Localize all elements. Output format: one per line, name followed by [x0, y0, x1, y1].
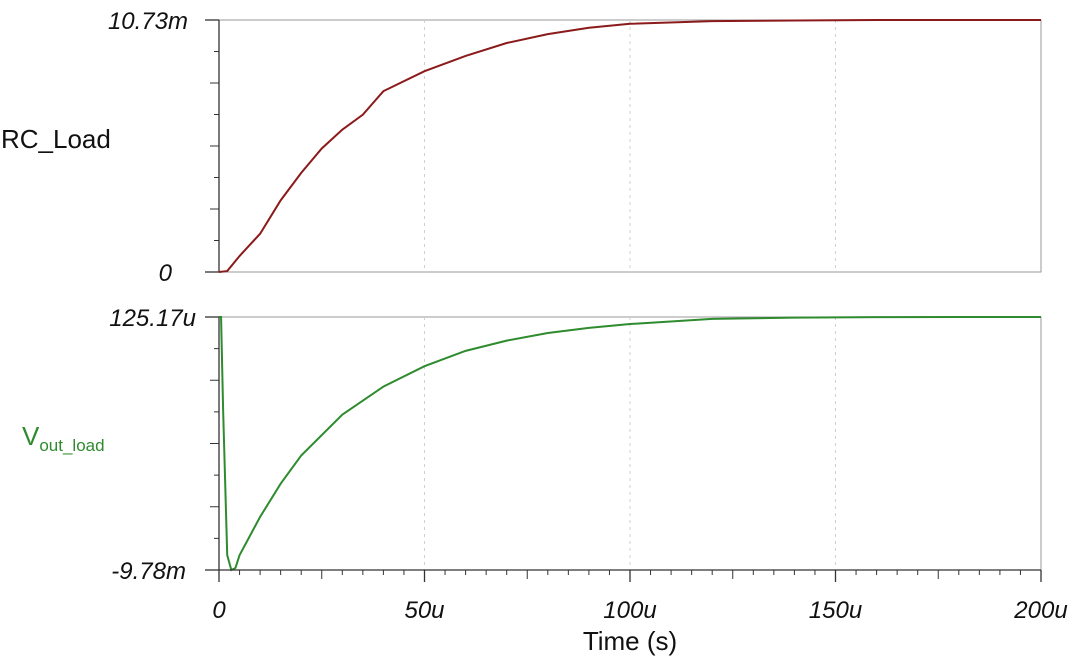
panel-rc-load: 10.73m 0 RC_Load	[1, 8, 1042, 287]
y-min-label-top: 0	[159, 260, 173, 287]
x-tick-label: 50u	[404, 597, 444, 624]
y-axis-title-subscript: out_load	[39, 436, 104, 455]
y-max-label-top: 10.73m	[108, 8, 188, 35]
y-min-label-bottom: -9.78m	[111, 558, 186, 585]
y-axis-title-bottom: Vout_load	[22, 421, 105, 455]
y-max-label-bottom: 125.17u	[109, 305, 196, 332]
y-axis-title-top: RC_Load	[1, 124, 111, 154]
panel-vout-load: 125.17u -9.78m Vout_load	[22, 305, 1042, 585]
series-line-vout-load	[219, 316, 1041, 572]
grid-bottom	[424, 317, 836, 570]
y-ticks-top	[210, 51, 219, 241]
x-axis: 0 50u 100u 150u 200u Time (s)	[212, 569, 1068, 656]
x-axis-title: Time (s)	[583, 626, 677, 656]
grid-top	[424, 20, 836, 272]
y-axis-title-main: V	[22, 421, 40, 451]
x-tick-label: 200u	[1013, 597, 1067, 624]
x-tick-label: 150u	[809, 597, 862, 624]
series-line-rc-load	[218, 19, 1041, 273]
y-ticks-bottom	[210, 348, 219, 539]
x-ticks: 0 50u 100u 150u 200u	[212, 570, 1068, 624]
x-tick-label: 100u	[603, 597, 656, 624]
x-tick-label: 0	[212, 597, 226, 624]
